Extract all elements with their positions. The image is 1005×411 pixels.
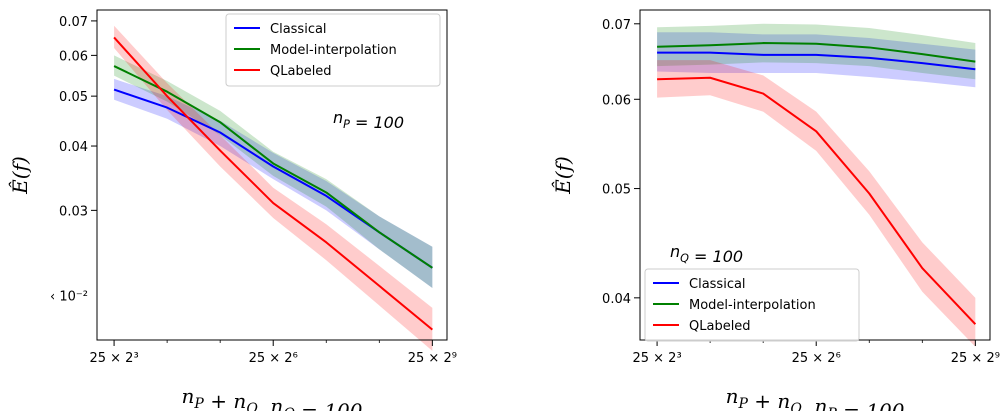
y-tick-label: 0.06: [602, 93, 631, 108]
x-tick-label: 25 × 2⁶: [792, 351, 841, 366]
confidence-band-model-interpolation: [657, 23, 976, 80]
legend-entry-model-interpolation: Model-interpolation: [270, 43, 397, 58]
y-tick-label: 0.05: [59, 90, 88, 105]
chart-panel-2: 25 × 2³ 25 × 2⁶ 25 × 2⁹ 0.04 0.05 0.06 0.07 nP …: [551, 9, 1000, 411]
y-tick-label: 0.04: [59, 140, 88, 155]
plot-frame: [96, 9, 448, 341]
legend-box: [225, 13, 441, 87]
chart-panel-1: 25 × 2³ 25 × 2⁶ 25 × 2⁹ 0.03 0.04 0.05 0.06 0.0…: [8, 9, 457, 411]
series-line-model-interpolation: [113, 65, 433, 269]
confidence-band-qlabeled: [114, 25, 433, 351]
y-tick-label: 0.07: [59, 15, 88, 30]
x-tick-label: 25 × 2³: [632, 351, 681, 366]
confidence-band-classical: [657, 32, 976, 88]
series-line-classical: [657, 51, 976, 71]
x-tick-label: 25 × 2⁶: [249, 351, 298, 366]
series-line-qlabeled: [657, 76, 977, 325]
legend-entry-classical: Classical: [689, 277, 746, 292]
series-line-qlabeled: [113, 36, 433, 331]
confidence-band-qlabeled: [657, 60, 976, 347]
x-tick-label: 25 × 2⁹: [951, 351, 1000, 366]
x-axis-title: nP + nQ, nQ = 100: [182, 384, 363, 411]
legend-entry-qlabeled: QLabeled: [689, 319, 751, 334]
legend-box: [644, 268, 860, 342]
series-line-model-interpolation: [657, 42, 976, 63]
legend-entry-model-interpolation: Model-interpolation: [689, 298, 816, 313]
confidence-band-model-interpolation: [114, 55, 433, 288]
y-tick-label: 0.05: [602, 183, 631, 198]
legend-entry-classical: Classical: [270, 22, 327, 37]
y-tick-label: 0.03: [59, 204, 88, 219]
y-axis-title: Ê(f): [8, 156, 32, 195]
x-axis-title: nP + nQ, nP = 100: [726, 384, 905, 411]
x-tick-label: 25 × 2⁹: [408, 351, 457, 366]
y-axis-title: Ê(f): [551, 156, 575, 195]
legend-entry-qlabeled: QLabeled: [270, 64, 332, 79]
annotation-label: nQ = 100: [670, 242, 743, 266]
confidence-band-classical: [114, 78, 433, 288]
y-tick-label-extra: ‹ 10⁻²: [50, 289, 88, 304]
x-tick-label: 25 × 2³: [89, 351, 138, 366]
y-tick-label: 0.07: [602, 18, 631, 33]
y-tick-label: 0.04: [602, 292, 631, 307]
annotation-label: nP = 100: [333, 108, 404, 132]
y-tick-label: 0.06: [59, 49, 88, 64]
